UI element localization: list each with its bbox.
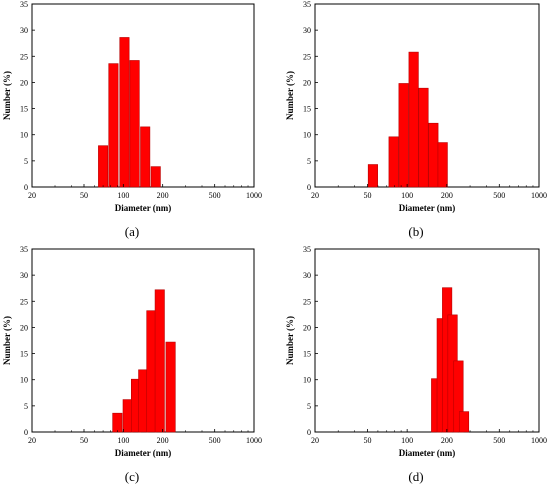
y-tick-label: 30 <box>20 271 28 280</box>
y-tick-label: 25 <box>20 297 28 306</box>
panel-label: (d) <box>408 469 423 484</box>
x-axis-title: Diameter (nm) <box>399 203 456 213</box>
histogram-bar <box>112 412 123 433</box>
x-tick-label: 1000 <box>246 191 262 200</box>
y-tick-label: 15 <box>303 350 311 359</box>
x-tick-label: 200 <box>157 436 169 445</box>
x-tick-label: 1000 <box>246 436 262 445</box>
y-tick-label: 10 <box>303 131 311 140</box>
y-axis-title: Number (%) <box>2 71 12 120</box>
x-tick-label: 50 <box>363 191 371 200</box>
histogram-bar <box>398 83 409 188</box>
histogram-bar <box>428 122 439 188</box>
histogram-bar <box>119 37 130 188</box>
y-tick-label: 0 <box>307 183 311 192</box>
histogram-bar <box>146 310 157 433</box>
histogram-bar <box>98 145 109 188</box>
y-axis-title: Number (%) <box>2 316 12 365</box>
x-axis-title: Diameter (nm) <box>115 448 172 458</box>
x-tick-label: 500 <box>209 436 221 445</box>
y-tick-label: 5 <box>307 402 311 411</box>
chart-panel: 20 50 100 200 500 1000 0 5 10 15 20 25 30 35 Diameter … <box>285 245 547 484</box>
x-tick-label: 500 <box>493 436 505 445</box>
x-tick-label: 50 <box>363 436 371 445</box>
y-tick-label: 20 <box>303 78 311 87</box>
histogram-bar <box>453 360 464 433</box>
y-tick-label: 20 <box>20 323 28 332</box>
x-tick-label: 1000 <box>531 436 547 445</box>
y-tick-label: 10 <box>20 376 28 385</box>
y-tick-label: 25 <box>303 52 311 61</box>
y-tick-label: 15 <box>303 105 311 114</box>
y-tick-label: 0 <box>24 428 28 437</box>
y-tick-label: 35 <box>303 0 311 9</box>
panel-label: (b) <box>408 224 423 239</box>
x-tick-label: 100 <box>401 436 413 445</box>
histogram-bar <box>150 166 161 188</box>
x-tick-label: 200 <box>157 191 169 200</box>
x-tick-label: 200 <box>441 191 453 200</box>
histogram-bar <box>108 63 119 188</box>
x-tick-label: 20 <box>311 436 319 445</box>
x-tick-label: 50 <box>80 191 88 200</box>
y-tick-label: 0 <box>24 183 28 192</box>
histogram-bar <box>122 399 133 433</box>
x-axis-title: Diameter (nm) <box>115 203 172 213</box>
y-tick-label: 15 <box>20 350 28 359</box>
x-tick-label: 50 <box>80 436 88 445</box>
y-axis-title: Number (%) <box>285 316 295 365</box>
x-tick-label: 200 <box>441 436 453 445</box>
histogram-bar <box>165 341 176 433</box>
plot-frame <box>314 248 540 433</box>
y-tick-label: 5 <box>24 402 28 411</box>
histogram-bar <box>418 87 429 188</box>
histogram-bar <box>154 289 165 433</box>
histogram-bar <box>367 164 378 188</box>
y-tick-label: 30 <box>20 26 28 35</box>
y-tick-label: 30 <box>303 271 311 280</box>
histogram-bar <box>140 126 151 188</box>
x-tick-label: 100 <box>117 191 129 200</box>
y-tick-label: 10 <box>303 376 311 385</box>
y-tick-label: 25 <box>303 297 311 306</box>
y-tick-label: 5 <box>24 157 28 166</box>
y-tick-label: 35 <box>20 0 28 9</box>
y-tick-label: 30 <box>303 26 311 35</box>
y-tick-label: 35 <box>20 245 28 254</box>
histogram-bar <box>388 136 399 188</box>
x-tick-label: 20 <box>28 436 36 445</box>
y-tick-label: 20 <box>303 323 311 332</box>
chart-panel: 20 50 100 200 500 1000 0 5 10 15 20 25 30 35 Diameter … <box>2 245 262 484</box>
y-tick-label: 5 <box>307 157 311 166</box>
x-axis-title: Diameter (nm) <box>399 448 456 458</box>
histogram-bar <box>408 51 419 188</box>
histogram-bar <box>437 142 448 188</box>
x-tick-label: 500 <box>493 191 505 200</box>
chart-panel: 20 50 100 200 500 1000 0 5 10 15 20 25 30 35 Diameter … <box>285 0 547 239</box>
y-tick-label: 20 <box>20 78 28 87</box>
x-tick-label: 100 <box>401 191 413 200</box>
y-tick-label: 15 <box>20 105 28 114</box>
y-axis-title: Number (%) <box>285 71 295 120</box>
y-tick-label: 35 <box>303 245 311 254</box>
y-tick-label: 25 <box>20 52 28 61</box>
panel-label: (c) <box>125 469 139 484</box>
histogram-bar <box>129 60 140 188</box>
x-tick-label: 20 <box>28 191 36 200</box>
histogram-bar <box>458 411 470 433</box>
x-tick-label: 100 <box>117 436 129 445</box>
y-tick-label: 10 <box>20 131 28 140</box>
x-tick-label: 20 <box>311 191 319 200</box>
x-tick-label: 500 <box>209 191 221 200</box>
y-tick-label: 0 <box>307 428 311 437</box>
panel-label: (a) <box>125 224 139 239</box>
chart-panel: 20 50 100 200 500 1000 0 5 10 15 20 25 30 35 Diameter … <box>2 0 262 239</box>
x-tick-label: 1000 <box>531 191 547 200</box>
